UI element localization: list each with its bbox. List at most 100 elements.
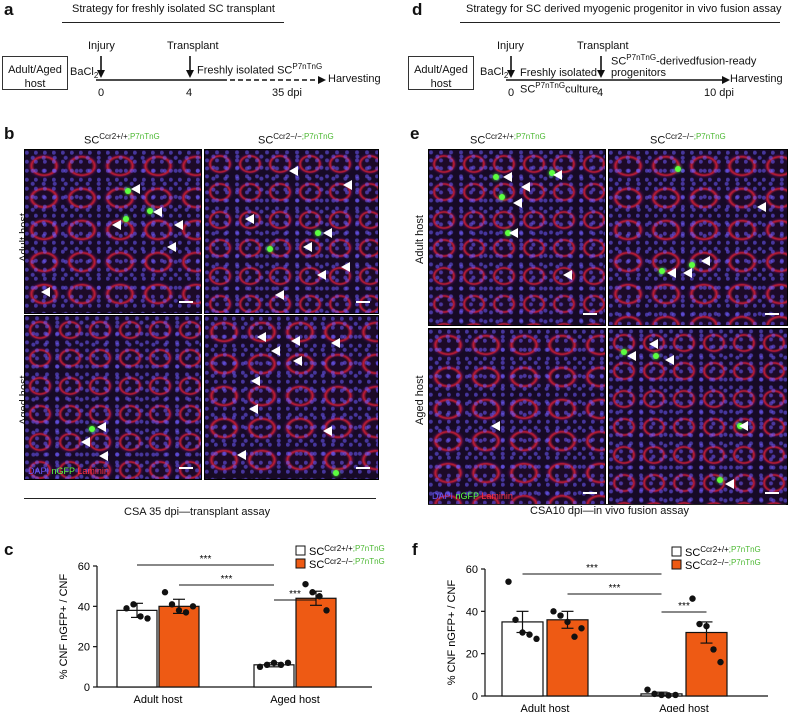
injury-label: Injury [497, 40, 524, 52]
arrowhead [757, 202, 766, 212]
panel-a-title-rule [62, 22, 284, 23]
data-point [651, 690, 658, 698]
arrowhead [739, 421, 748, 431]
isolated-text: Freshly isolated SC [197, 64, 293, 77]
data-point [189, 603, 197, 610]
y-tick-label: 0 [472, 691, 478, 703]
bacl-label: BaCl2 [70, 66, 98, 80]
arrowhead [131, 184, 140, 194]
x-tick-label: Adult host [134, 694, 183, 706]
freshly-isolated-label: Freshly isolated [520, 67, 598, 79]
col-head-sup2: ;P7nTnG [513, 132, 546, 141]
arrowhead [81, 437, 90, 447]
bar [295, 597, 337, 688]
gfp-nucleus [505, 230, 511, 236]
bacl-text: BaCl [480, 66, 504, 78]
arrowhead [521, 182, 530, 192]
arrowhead [341, 262, 350, 272]
host-box-line2: host [430, 78, 452, 90]
y-tick-label: 40 [466, 606, 478, 618]
col-head-wt: SCCcr2+/+;P7nTnG [470, 132, 546, 147]
data-point [533, 635, 540, 643]
data-point [144, 615, 151, 622]
panel-letter-c: c [4, 540, 14, 559]
micrograph-b-aged-ko [204, 315, 379, 480]
arrowhead [725, 479, 734, 489]
col-head-sup2: ;P7nTnG [301, 132, 334, 141]
col-head-base: SC [258, 134, 274, 147]
tick-35: 35 dpi [272, 87, 302, 99]
significance-label: *** [200, 554, 212, 565]
harvest-label: Harvesting [730, 73, 783, 85]
legend-swatch [671, 546, 682, 557]
data-point [710, 646, 717, 653]
y-tick-label: 40 [78, 601, 90, 613]
data-point [703, 622, 710, 630]
data-point [689, 595, 696, 602]
data-point [519, 629, 526, 636]
gfp-nucleus [315, 230, 321, 236]
bacl-text: BaCl [70, 66, 94, 78]
col-head-sup2: ;P7nTnG [127, 132, 160, 141]
data-point [323, 607, 330, 614]
panel-b-caption: CSA 35 dpi—transplant assay [124, 506, 271, 518]
culture-text: culture [565, 83, 599, 96]
significance-label: *** [221, 574, 233, 585]
arrowhead [701, 256, 710, 266]
arrowhead [97, 422, 106, 432]
gfp-nucleus [147, 208, 153, 214]
legend-swatch [671, 559, 682, 570]
arrowhead [245, 214, 254, 224]
data-point [550, 608, 557, 615]
x-tick-label: Aged host [270, 694, 320, 706]
panel-b-caption-rule [24, 498, 376, 499]
transplant-label: Transplant [167, 40, 219, 52]
arrowhead [153, 207, 162, 217]
x-tick-label: Aged host [659, 703, 709, 712]
data-point [644, 686, 651, 693]
prog-sup: P7nTnG [626, 53, 657, 62]
gfp-nucleus [689, 262, 695, 268]
arrowhead [291, 336, 300, 346]
panel-d-title-rule [460, 22, 780, 23]
arrowhead [649, 339, 658, 349]
stain-legend: DAPI nGFP Laminin [432, 491, 513, 501]
y-tick-label: 20 [78, 642, 90, 654]
gfp-nucleus [267, 246, 273, 252]
host-box-line1: Adult/Aged [8, 64, 62, 76]
scale-bar [583, 492, 597, 494]
col-head-sup1: Ccr2+/+ [99, 132, 128, 141]
micrograph-e-aged-ko [608, 328, 788, 505]
scale-bar [765, 313, 779, 315]
arrowhead [563, 270, 572, 280]
tick-0: 0 [98, 87, 105, 99]
harvest-label: Harvesting [328, 73, 381, 85]
significance-label: *** [678, 601, 690, 612]
gfp-nucleus [123, 216, 129, 222]
data-point [263, 661, 271, 669]
bacl-sub: 2 [93, 71, 99, 81]
panel-a-host-box: Adult/Aged host [2, 56, 68, 90]
arrowhead [275, 290, 284, 300]
gfp-nucleus [621, 349, 627, 355]
legend-ngfp: nGFP [51, 466, 75, 476]
arrowhead [509, 228, 518, 238]
scale-bar [765, 492, 779, 494]
legend-label: SCCcr2−/−;P7nTnG [309, 557, 385, 571]
col-head-base: SC [84, 134, 100, 147]
transplant-label: Transplant [577, 40, 629, 52]
panel-e-caption-rule [428, 504, 786, 505]
gfp-nucleus [717, 477, 723, 483]
isolated-label: Freshly isolated SCP7nTnG [197, 62, 322, 77]
gfp-nucleus [675, 166, 681, 172]
data-point [256, 663, 264, 671]
scale-bar [356, 467, 370, 469]
data-point [696, 620, 703, 628]
tick-0: 0 [508, 87, 515, 99]
arrowhead [112, 220, 121, 230]
legend-dapi: DAPI [28, 466, 50, 476]
arrowhead [303, 242, 312, 252]
gfp-nucleus [493, 174, 499, 180]
micrograph-e-adult-ko [608, 149, 788, 326]
progenitor-label: SCP7nTnG-derivedfusion-ready [611, 53, 756, 68]
